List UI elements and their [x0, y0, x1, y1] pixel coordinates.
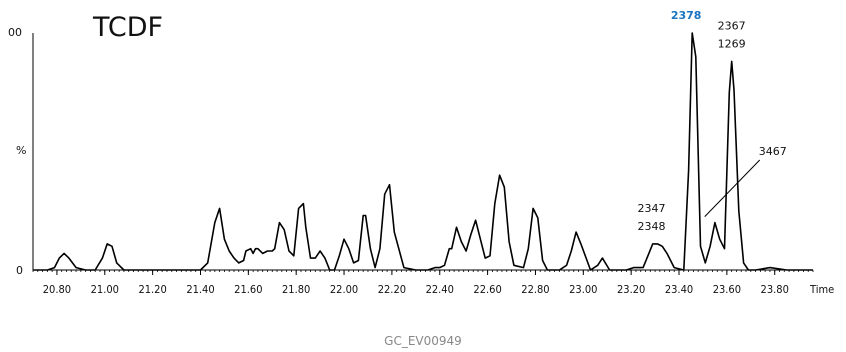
x-tick-label: 21.00	[91, 283, 119, 296]
x-tick-label: 22.60	[473, 283, 501, 296]
x-tick-label: 23.40	[665, 283, 693, 296]
peak-label: 2348	[637, 220, 665, 233]
x-tick-label: 20.80	[43, 283, 71, 296]
x-tick-label: 22.40	[426, 283, 454, 296]
chart-title: TCDF	[92, 12, 163, 43]
y-tick-label-top: 00	[8, 26, 22, 39]
x-tick-label: 21.20	[138, 283, 166, 296]
annotation-leader-line	[704, 159, 761, 217]
x-axis-label: Time	[809, 283, 834, 296]
series-line	[33, 32, 813, 271]
x-tick-label: 22.80	[521, 283, 549, 296]
peak-label: 2367	[718, 19, 746, 32]
y-tick-label-bottom: 0	[16, 264, 23, 277]
x-tick-label: 22.00	[330, 283, 358, 296]
x-tick-label: 21.60	[234, 283, 262, 296]
peak-annotations: 2378 2367 1269 3467 2347 2348	[637, 9, 786, 233]
footer-id: GC_EV00949	[384, 334, 462, 348]
x-tick-label: 21.80	[282, 283, 310, 296]
x-tick-label: 22.20	[378, 283, 406, 296]
peak-label: 1269	[718, 37, 746, 50]
x-tick-label: 23.20	[617, 283, 645, 296]
x-tick-label: 23.80	[761, 283, 789, 296]
peak-label: 3467	[759, 145, 787, 158]
x-ticks: 20.80 21.00 21.20 21.40 21.60 21.80 22.00 22.20…	[32, 270, 814, 296]
x-tick-label: 23.60	[713, 283, 741, 296]
y-axis-label: %	[16, 144, 26, 157]
x-tick-label: 21.40	[186, 283, 214, 296]
x-tick-label: 23.00	[569, 283, 597, 296]
peak-label: 2378	[671, 9, 702, 22]
peak-label: 2347	[637, 202, 665, 215]
